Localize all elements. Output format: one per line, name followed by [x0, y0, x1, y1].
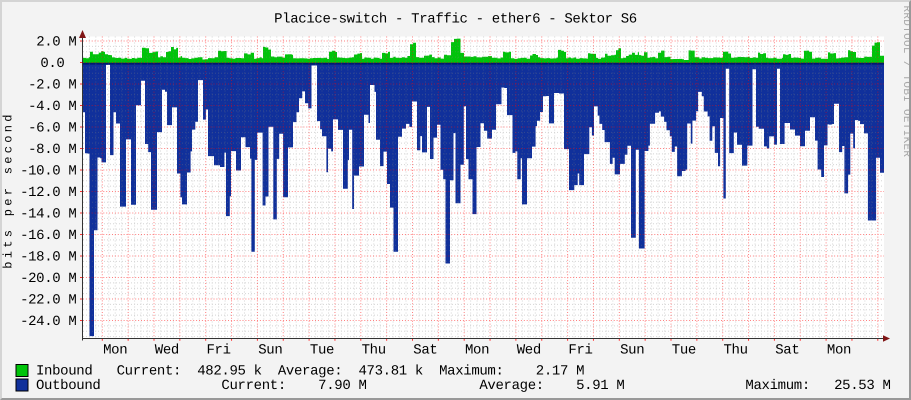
svg-text:-18.0 M: -18.0 M	[20, 250, 76, 266]
svg-text:Tue: Tue	[310, 343, 334, 359]
svg-text:Mon: Mon	[465, 343, 489, 359]
svg-text:Fri: Fri	[207, 343, 231, 359]
svg-text:Sun: Sun	[620, 343, 644, 359]
svg-text:-10.0 M: -10.0 M	[20, 164, 76, 180]
svg-text:-8.0 M: -8.0 M	[28, 142, 76, 158]
svg-text:Fri: Fri	[568, 343, 592, 359]
svg-text:-4.0 M: -4.0 M	[28, 99, 76, 115]
svg-text:RRDTOOL / TOBI OETIKER: RRDTOOL / TOBI OETIKER	[900, 6, 911, 158]
svg-text:-6.0 M: -6.0 M	[28, 121, 76, 137]
svg-text:2.0 M: 2.0 M	[36, 35, 76, 51]
svg-text:-2.0 M: -2.0 M	[28, 78, 76, 94]
svg-text:-22.0 M: -22.0 M	[20, 293, 76, 309]
svg-text:-14.0 M: -14.0 M	[20, 207, 76, 223]
svg-text:-12.0 M: -12.0 M	[20, 185, 76, 201]
svg-text:Mon: Mon	[103, 343, 127, 359]
svg-text:Outbound Current: Outbound Current: 7.90 M Average: 5.91 M…	[36, 378, 891, 394]
svg-text:Wed: Wed	[517, 343, 541, 359]
svg-text:-20.0 M: -20.0 M	[20, 271, 76, 287]
svg-text:Wed: Wed	[155, 343, 179, 359]
svg-text:Sat: Sat	[413, 343, 437, 359]
svg-text:Sun: Sun	[258, 343, 282, 359]
svg-text:-16.0 M: -16.0 M	[20, 228, 76, 244]
svg-text:bits per second: bits per second	[2, 111, 16, 269]
svg-text:Tue: Tue	[672, 343, 696, 359]
svg-text:0.0: 0.0	[40, 56, 64, 72]
svg-text:Thu: Thu	[362, 343, 386, 359]
svg-text:-24.0 M: -24.0 M	[20, 314, 76, 330]
svg-text:Thu: Thu	[724, 343, 748, 359]
svg-text:Sat: Sat	[775, 343, 799, 359]
svg-text:Mon: Mon	[827, 343, 851, 359]
svg-text:Placice-switch - Traffic - eth: Placice-switch - Traffic - ether6 - Sekt…	[274, 11, 637, 27]
svg-text:Inbound Current: 482.95 k: Inbound Current: 482.95 k Average: 473.8…	[36, 364, 584, 380]
